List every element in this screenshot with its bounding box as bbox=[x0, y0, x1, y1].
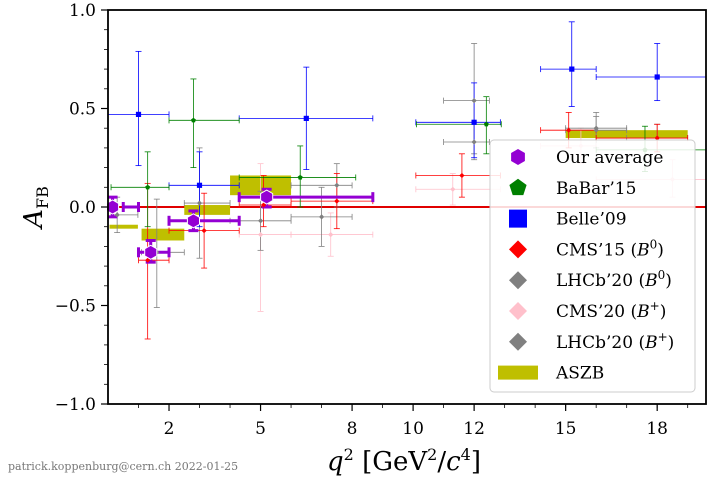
legend-label: Belle’09 bbox=[556, 210, 627, 230]
data-point bbox=[471, 139, 477, 145]
legend-swatch bbox=[509, 271, 527, 290]
x-tick-label: 10 bbox=[402, 419, 424, 439]
legend-box bbox=[489, 139, 696, 393]
legend-swatch bbox=[498, 365, 538, 380]
data-point bbox=[258, 218, 264, 224]
legend-swatch bbox=[509, 332, 527, 351]
data-point bbox=[334, 182, 340, 188]
data-point bbox=[459, 172, 465, 179]
legend-swatch bbox=[509, 240, 527, 259]
data-point bbox=[106, 199, 120, 215]
data-point bbox=[319, 214, 325, 220]
data-point bbox=[196, 200, 203, 206]
x-tick-label: 8 bbox=[347, 419, 358, 439]
tick-layer: 2 5 8 10 12 15 18 −1.0 −0.5 0.0 0.5 1.0 bbox=[55, 1, 689, 439]
data-point bbox=[334, 198, 340, 204]
credit-text: patrick.koppenburg@cern.ch 2022-01-25 bbox=[8, 460, 239, 473]
legend-swatch bbox=[509, 302, 527, 320]
data-point bbox=[196, 182, 203, 188]
legend-swatch bbox=[509, 178, 527, 196]
aszb-band bbox=[141, 228, 185, 241]
data-point bbox=[261, 202, 267, 208]
y-tick-label: −0.5 bbox=[55, 297, 96, 317]
data-point bbox=[303, 115, 309, 121]
y-axis-title: AFB bbox=[19, 186, 52, 230]
x-tick-label: 15 bbox=[555, 419, 577, 439]
data-point bbox=[654, 135, 660, 141]
data-point bbox=[328, 232, 334, 238]
data-point bbox=[145, 257, 151, 263]
y-tick-label: 1.0 bbox=[69, 1, 96, 21]
data-point bbox=[186, 213, 200, 229]
legend-label: CMS’20 (B+) bbox=[556, 299, 666, 322]
x-tick-label: 18 bbox=[646, 419, 668, 439]
y-tick-label: −1.0 bbox=[55, 395, 96, 415]
legend-label: CMS’15 (B0) bbox=[556, 237, 664, 260]
legend-label: LHCb’20 (B+) bbox=[556, 330, 674, 353]
data-point bbox=[258, 232, 264, 238]
data-point bbox=[114, 212, 120, 218]
data-point bbox=[593, 125, 599, 131]
data-point bbox=[145, 184, 151, 190]
x-tick-label: 2 bbox=[164, 419, 175, 439]
aszb-band bbox=[565, 130, 688, 139]
x-tick-label: 12 bbox=[463, 419, 485, 439]
x-axis-title: q2 [GeV2/c4] bbox=[327, 445, 481, 477]
legend-label: Our average bbox=[556, 148, 663, 168]
data-point bbox=[471, 119, 477, 125]
legend-swatch bbox=[511, 149, 525, 165]
data-point bbox=[450, 186, 456, 192]
data-point bbox=[191, 117, 196, 123]
legend: Our average BaBar’15 Belle’09 CMS’15 (B0) LH… bbox=[489, 139, 696, 393]
data-point bbox=[654, 74, 660, 80]
legend-label: ASZB bbox=[555, 364, 604, 384]
legend-swatch bbox=[509, 209, 527, 228]
legend-label: LHCb’20 (B0) bbox=[556, 268, 672, 291]
y-tick-label: 0.5 bbox=[69, 100, 96, 120]
data-point bbox=[566, 127, 572, 133]
data-point bbox=[260, 189, 274, 205]
data-point bbox=[135, 111, 142, 117]
y-tick-label: 0.0 bbox=[69, 198, 96, 218]
aszb-band bbox=[109, 224, 138, 229]
data-point bbox=[483, 121, 489, 127]
data-point bbox=[201, 228, 207, 234]
legend-label: BaBar’15 bbox=[556, 179, 636, 199]
data-point bbox=[297, 174, 303, 180]
x-tick-label: 5 bbox=[255, 419, 266, 439]
data-point bbox=[471, 98, 477, 104]
data-point bbox=[144, 244, 158, 260]
aszb-band bbox=[184, 205, 231, 215]
data-point bbox=[569, 66, 575, 72]
